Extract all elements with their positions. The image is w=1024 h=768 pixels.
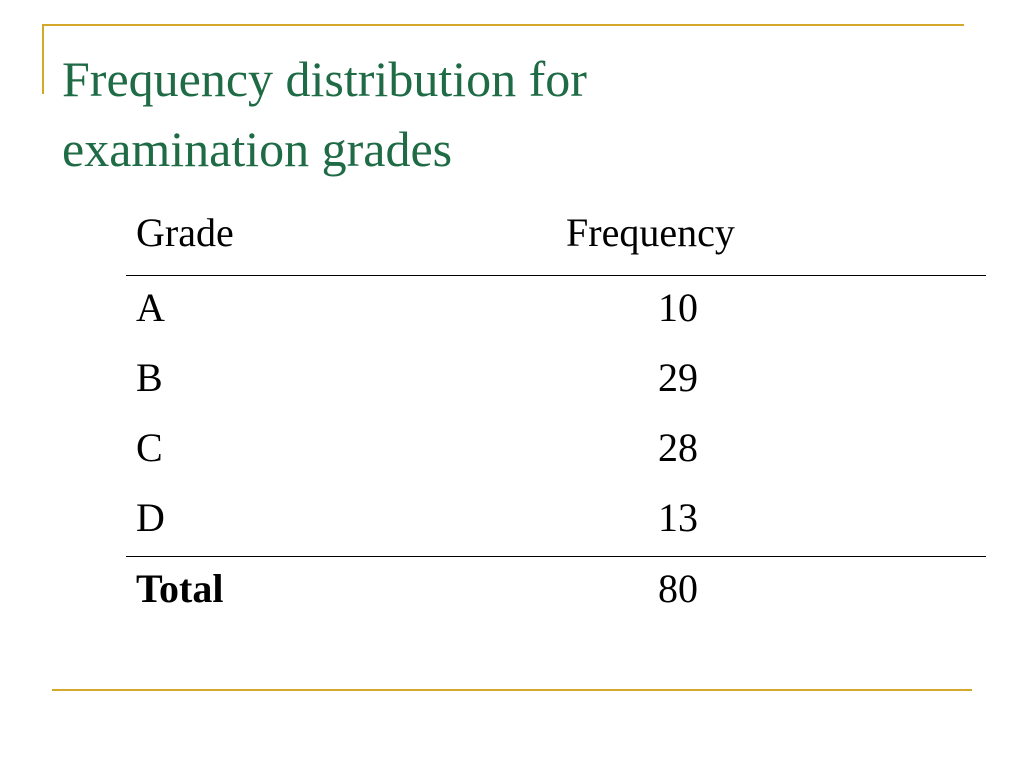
frame-left-rule	[42, 24, 44, 94]
total-frequency: 80	[658, 566, 698, 611]
table-row: D 13	[126, 485, 986, 555]
total-label: Total	[136, 566, 224, 611]
grade-cell: C	[136, 425, 163, 470]
frame-bottom-rule	[52, 689, 972, 691]
grade-cell: D	[136, 495, 165, 540]
frequency-cell: 29	[658, 355, 698, 400]
grade-cell: A	[136, 285, 165, 330]
frequency-cell: 28	[658, 425, 698, 470]
title-line-2: examination grades	[62, 121, 453, 177]
header-frequency: Frequency	[566, 210, 735, 255]
table-header-row: Grade Frequency	[126, 200, 986, 275]
frequency-cell: 13	[658, 495, 698, 540]
grade-cell: B	[136, 355, 163, 400]
total-rule	[126, 556, 986, 557]
table-row: B 29	[126, 345, 986, 415]
frequency-table: Grade Frequency A 10 B 29 C 28 D 13 Tota…	[126, 200, 986, 626]
title-line-1: Frequency distribution for	[62, 51, 587, 107]
table-row: A 10	[126, 275, 986, 345]
header-grade: Grade	[136, 210, 234, 255]
frame-top-rule	[42, 24, 964, 26]
table-total-row: Total 80	[126, 556, 986, 626]
slide-title: Frequency distribution for examination g…	[62, 44, 942, 184]
frequency-cell: 10	[658, 285, 698, 330]
table-row: C 28	[126, 415, 986, 485]
header-rule	[126, 275, 986, 276]
